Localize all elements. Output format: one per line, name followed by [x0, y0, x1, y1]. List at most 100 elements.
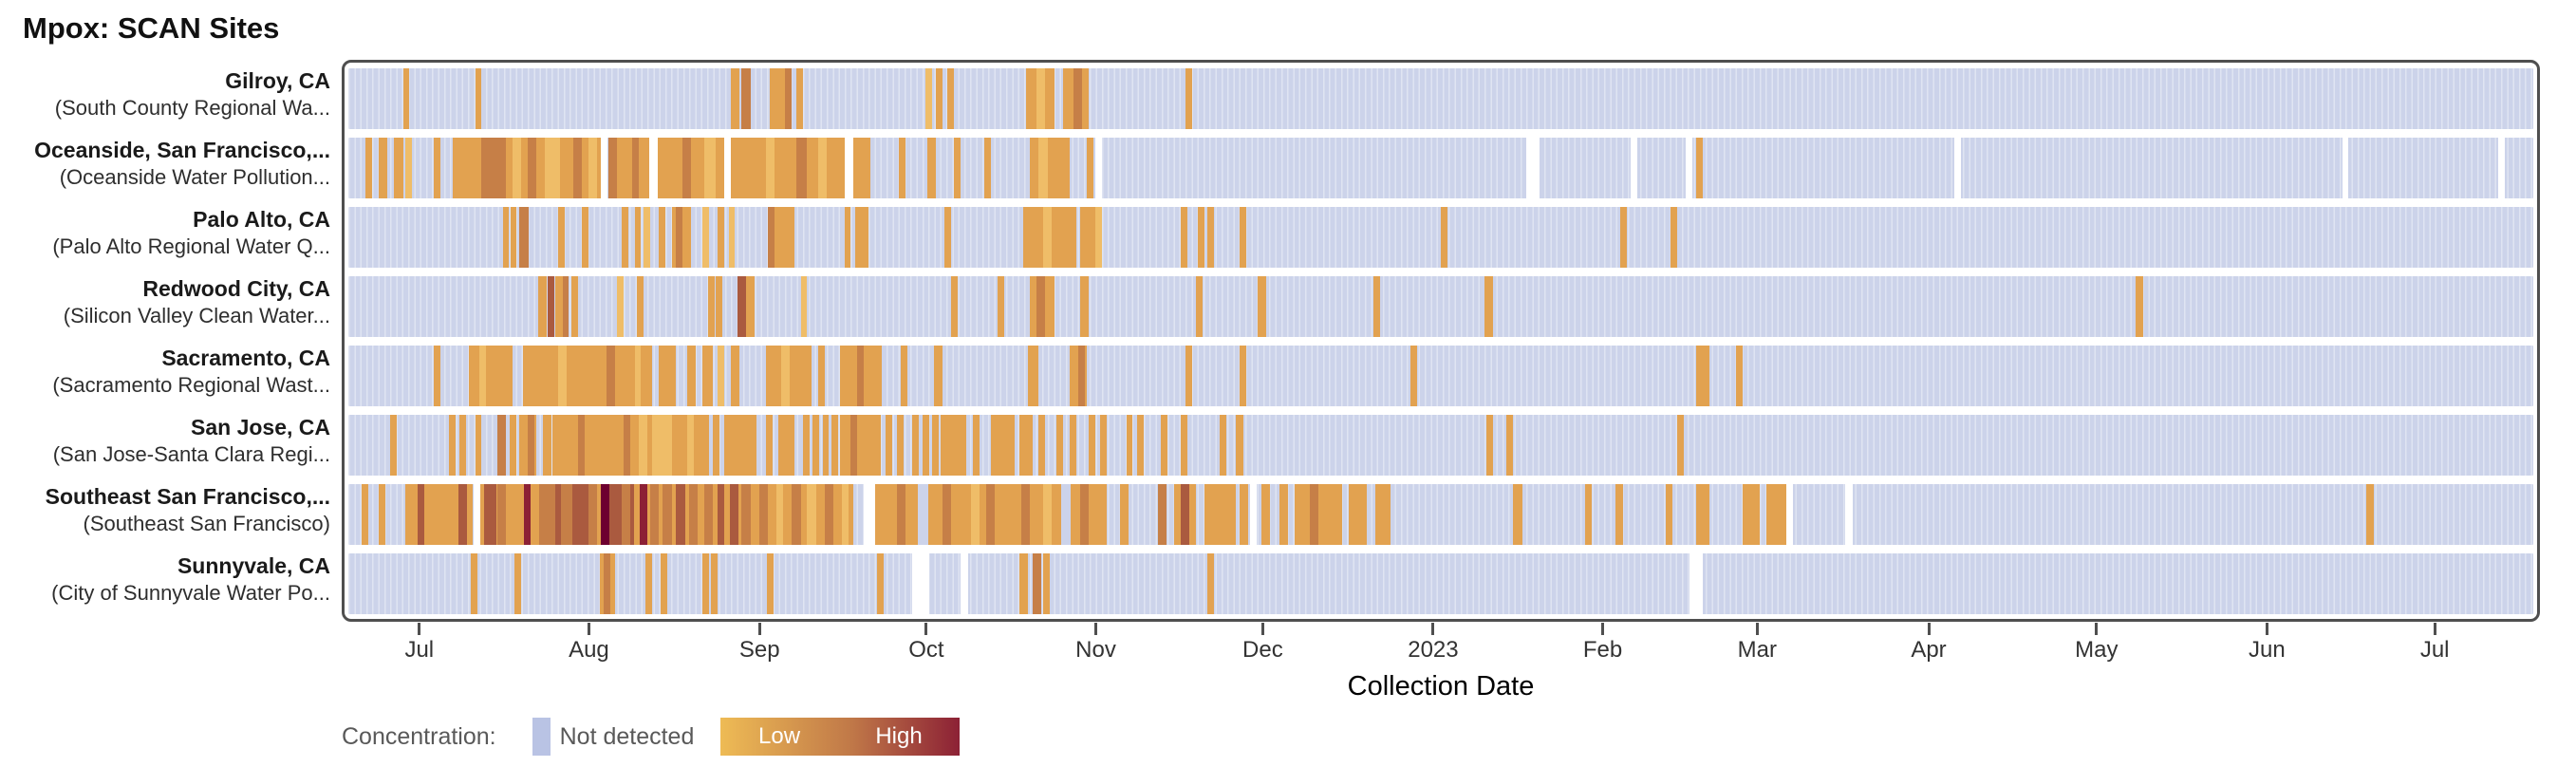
heatmap-row-strip [348, 553, 2533, 614]
detection-stripe [1615, 484, 1624, 545]
detection-stripe [661, 553, 668, 614]
detection-stripe [936, 68, 943, 129]
detection-stripe [951, 276, 959, 337]
detection-stripe [604, 553, 611, 614]
not-detected-label: Not detected [559, 722, 695, 750]
detection-stripe [802, 415, 810, 476]
x-tick-mark [1601, 623, 1605, 635]
detection-stripe [1204, 484, 1236, 545]
detection-stripe [512, 138, 521, 198]
detection-stripe [944, 207, 952, 268]
detection-stripe [643, 207, 650, 268]
detection-stripe [1196, 276, 1204, 337]
detection-stripe [1043, 207, 1053, 268]
site-name: Oceanside, San Francisco,... [34, 138, 330, 162]
heatmap-row-strip [348, 484, 2533, 545]
detection-stripe [1080, 207, 1096, 268]
x-tick-mark [587, 623, 590, 635]
missing-data-gap [1689, 553, 1704, 614]
detection-stripe [651, 415, 672, 476]
detection-stripe [1032, 553, 1041, 614]
detection-stripe [1181, 207, 1187, 268]
detection-stripe [852, 138, 871, 198]
x-tick-label: Oct [908, 637, 944, 663]
detection-stripe [701, 207, 709, 268]
detection-stripe [1073, 68, 1083, 129]
detection-stripe [741, 484, 751, 545]
x-tick-label: May [2075, 637, 2119, 663]
missing-data-gap [844, 138, 853, 198]
legend-low-label: Low [758, 723, 801, 749]
detection-stripe [686, 346, 696, 406]
detection-stripe [812, 415, 820, 476]
detection-stripe [468, 346, 513, 406]
detection-stripe [758, 484, 768, 545]
detection-stripe [1137, 415, 1144, 476]
x-axis-title: Collection Date [1347, 671, 1535, 702]
detection-stripe [745, 276, 756, 337]
detection-stripe [1061, 484, 1072, 545]
detection-stripe [459, 415, 467, 476]
detection-stripe [1294, 484, 1343, 545]
detection-stripe [470, 553, 477, 614]
detection-stripe [1374, 484, 1391, 545]
detection-stripe [636, 276, 644, 337]
detection-stripe [973, 415, 980, 476]
x-tick-mark [2095, 623, 2099, 635]
detection-stripe [554, 276, 567, 337]
detection-stripe [686, 415, 694, 476]
detection-stripe [689, 484, 699, 545]
detection-stripe [448, 415, 456, 476]
detection-stripe [1021, 484, 1031, 545]
detection-stripe [457, 484, 467, 545]
detection-stripe [850, 415, 858, 476]
detection-stripe [1349, 484, 1367, 545]
detection-stripe [807, 484, 816, 545]
detection-stripe [582, 207, 589, 268]
heatmap-panel [342, 60, 2540, 622]
detection-stripe [1198, 207, 1205, 268]
detection-stripe [765, 415, 773, 476]
site-name: Palo Alto, CA [193, 207, 330, 232]
detection-stripe [718, 346, 724, 406]
detection-stripe [496, 484, 506, 545]
detection-stripe [1030, 276, 1037, 337]
site-label: Southeast San Francisco,... (Southeast Sa… [0, 483, 330, 536]
detection-stripe [539, 484, 549, 545]
detection-stripe [658, 346, 677, 406]
detection-stripe [1018, 415, 1033, 476]
x-tick-mark [1094, 623, 1097, 635]
detection-stripe [1030, 138, 1070, 198]
detection-stripe [1279, 484, 1288, 545]
detection-stripe [433, 346, 440, 406]
concentration-legend: Concentration: Not detected Low High [342, 717, 961, 757]
detection-stripe [361, 484, 368, 545]
missing-data-gap [863, 484, 876, 545]
detection-stripe [877, 553, 884, 614]
page-title: Mpox: SCAN Sites [23, 11, 280, 45]
detection-stripe [1484, 276, 1494, 337]
detection-stripe [1087, 138, 1093, 198]
site-label: Oceanside, San Francisco,... (Oceanside W… [0, 137, 330, 190]
detection-stripe [496, 415, 506, 476]
facility-name: (Silicon Valley Clean Water... [63, 303, 330, 327]
concentration-gradient-bar: Low High [720, 718, 961, 756]
missing-data-gap [1525, 138, 1540, 198]
detection-stripe [1161, 415, 1168, 476]
detection-stripe [1666, 484, 1672, 545]
detection-stripe [766, 553, 774, 614]
missing-data-gap [473, 484, 480, 545]
detection-stripe [924, 68, 932, 129]
detection-stripe [1506, 415, 1513, 476]
detection-stripe [632, 138, 640, 198]
detection-stripe [481, 138, 506, 198]
detection-stripe [785, 68, 793, 129]
detection-stripe [1025, 68, 1037, 129]
detection-stripe [1038, 138, 1048, 198]
detection-stripe [1206, 207, 1214, 268]
detection-stripe [513, 553, 521, 614]
detection-stripe [634, 207, 642, 268]
missing-data-gap [1631, 138, 1638, 198]
detection-stripe [1181, 484, 1190, 545]
detection-stripe [844, 207, 851, 268]
